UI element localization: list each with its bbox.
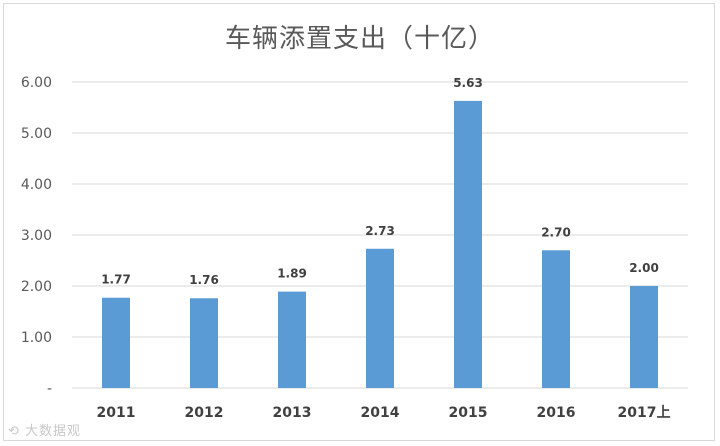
x-tick-label: 2013 (273, 405, 312, 421)
x-tick-label: 2014 (361, 405, 400, 421)
y-tick-label: 2.00 (21, 279, 52, 295)
x-tick-label: 2016 (537, 405, 576, 421)
bar (190, 298, 218, 388)
chart-frame (3, 3, 715, 441)
bar (102, 297, 130, 388)
data-label: 2.73 (365, 224, 395, 238)
data-label: 1.89 (277, 267, 307, 281)
watermark: ⟲ 大数据观 (8, 420, 81, 439)
x-tick-label: 2015 (449, 405, 488, 421)
bar (366, 248, 394, 388)
watermark-text: 大数据观 (25, 424, 82, 439)
y-tick-label: 5.00 (21, 126, 52, 142)
chart-title: 车辆添置支出（十亿） (224, 24, 495, 54)
y-tick-label: 4.00 (21, 177, 52, 193)
y-tick-label: 6.00 (21, 75, 52, 91)
y-tick-label: - (47, 381, 52, 397)
y-tick-label: 3.00 (21, 228, 52, 244)
data-label: 1.77 (101, 273, 131, 287)
x-tick-label: 2012 (185, 405, 224, 421)
bar (278, 291, 306, 388)
x-tick-label: 2017上 (618, 405, 671, 421)
bar (630, 286, 658, 388)
bar (454, 100, 482, 389)
bar (542, 250, 570, 388)
watermark-logo-icon: ⟲ (8, 424, 20, 439)
x-tick-label: 2011 (97, 405, 136, 421)
y-tick-label: 1.00 (21, 330, 52, 346)
data-label: 1.76 (189, 273, 219, 287)
data-label: 5.63 (453, 76, 483, 90)
data-label: 2.00 (629, 261, 659, 275)
data-label: 2.70 (541, 225, 571, 239)
